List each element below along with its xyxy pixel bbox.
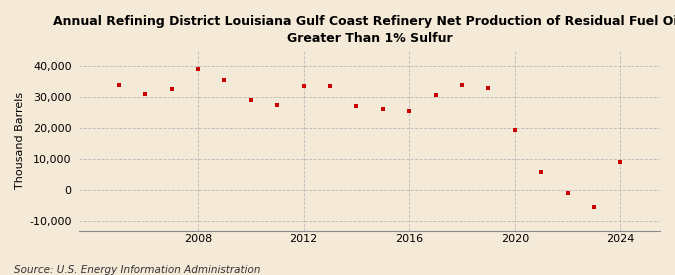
Point <box>589 205 599 210</box>
Point <box>166 87 177 91</box>
Point <box>325 84 335 88</box>
Point <box>272 103 283 107</box>
Point <box>510 127 520 132</box>
Point <box>483 86 494 90</box>
Y-axis label: Thousand Barrels: Thousand Barrels <box>15 92 25 189</box>
Point <box>113 82 124 87</box>
Point <box>140 92 151 96</box>
Point <box>456 82 467 87</box>
Point <box>351 104 362 109</box>
Point <box>192 67 203 71</box>
Point <box>404 109 414 113</box>
Point <box>562 191 573 196</box>
Point <box>377 107 388 112</box>
Point <box>615 160 626 164</box>
Point <box>536 169 547 174</box>
Point <box>430 93 441 98</box>
Title: Annual Refining District Louisiana Gulf Coast Refinery Net Production of Residua: Annual Refining District Louisiana Gulf … <box>53 15 675 45</box>
Point <box>298 84 309 88</box>
Point <box>246 98 256 102</box>
Text: Source: U.S. Energy Information Administration: Source: U.S. Energy Information Administ… <box>14 265 260 275</box>
Point <box>219 78 230 82</box>
